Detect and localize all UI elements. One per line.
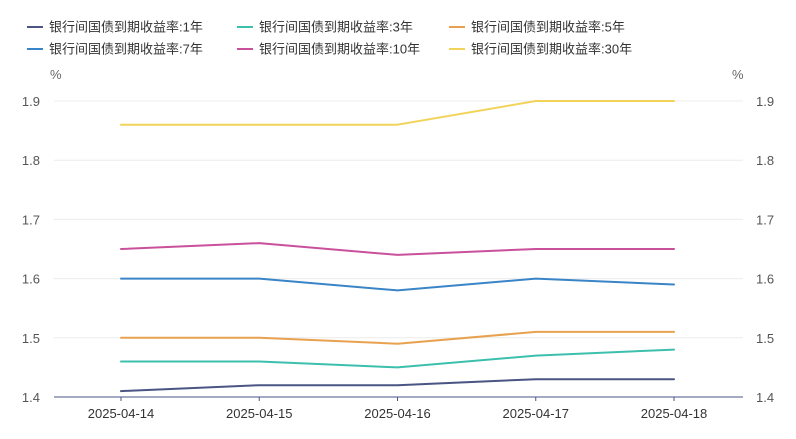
y-axis-right-unit: %	[732, 67, 744, 82]
y-tick-label-right: 1.7	[756, 212, 774, 227]
legend: 银行间国债到期收益率:1年 银行间国债到期收益率:3年 银行间国债到期收益率:5年银…	[27, 20, 632, 57]
x-tick-label: 2025-04-17	[503, 406, 570, 421]
x-tick-label: 2025-04-14	[88, 406, 155, 421]
series-lines	[120, 100, 675, 393]
x-axis: 2025-04-14 2025-04-15 2025-04-16 2025-04-17…	[54, 396, 743, 421]
legend-label: 银行间国债到期收益率:7年	[49, 42, 203, 57]
y-tick-label-left: 1.4	[22, 390, 40, 405]
legend-label: 银行间国债到期收益率:5年	[471, 20, 625, 35]
y-tick-label-right: 1.6	[756, 272, 774, 287]
legend-item[interactable]: 银行间国债到期收益率:7年	[27, 42, 203, 57]
series-line[interactable]	[120, 277, 675, 292]
y-axis-left: 1.4 1.5 1.6 1.7 1.8 1.9	[22, 94, 40, 405]
legend-item[interactable]: 银行间国债到期收益率:5年	[449, 20, 625, 35]
y-axis-right: 1.4 1.5 1.6 1.7 1.8 1.9	[756, 94, 774, 405]
legend-item[interactable]: 银行间国债到期收益率:1年	[27, 20, 203, 35]
legend-item[interactable]: 银行间国债到期收益率:10年	[237, 42, 420, 57]
y-tick-label-left: 1.8	[22, 153, 40, 168]
y-axis-left-unit: %	[50, 67, 62, 82]
legend-label: 银行间国债到期收益率:3年	[259, 20, 413, 35]
series-line[interactable]	[120, 100, 675, 126]
y-tick-label-left: 1.7	[22, 212, 40, 227]
legend-item[interactable]: 银行间国债到期收益率:3年	[237, 20, 413, 35]
legend-item[interactable]: 银行间国债到期收益率:30年	[449, 42, 632, 57]
legend-label: 银行间国债到期收益率:30年	[471, 42, 632, 57]
x-tick-label: 2025-04-18	[641, 406, 708, 421]
y-tick-label-left: 1.5	[22, 331, 40, 346]
y-tick-label-right: 1.5	[756, 331, 774, 346]
series-line[interactable]	[120, 242, 675, 256]
legend-label: 银行间国债到期收益率:1年	[49, 20, 203, 35]
x-tick-label: 2025-04-15	[226, 406, 293, 421]
series-line[interactable]	[120, 330, 675, 345]
y-tick-label-right: 1.9	[756, 94, 774, 109]
y-tick-label-left: 1.6	[22, 272, 40, 287]
y-tick-label-right: 1.8	[756, 153, 774, 168]
legend-label: 银行间国债到期收益率:10年	[259, 42, 420, 57]
x-tick-label: 2025-04-16	[364, 406, 431, 421]
y-tick-label-left: 1.9	[22, 94, 40, 109]
y-tick-label-right: 1.4	[756, 390, 774, 405]
grid-lines	[54, 100, 743, 339]
series-line[interactable]	[120, 348, 675, 369]
series-line[interactable]	[120, 378, 675, 393]
